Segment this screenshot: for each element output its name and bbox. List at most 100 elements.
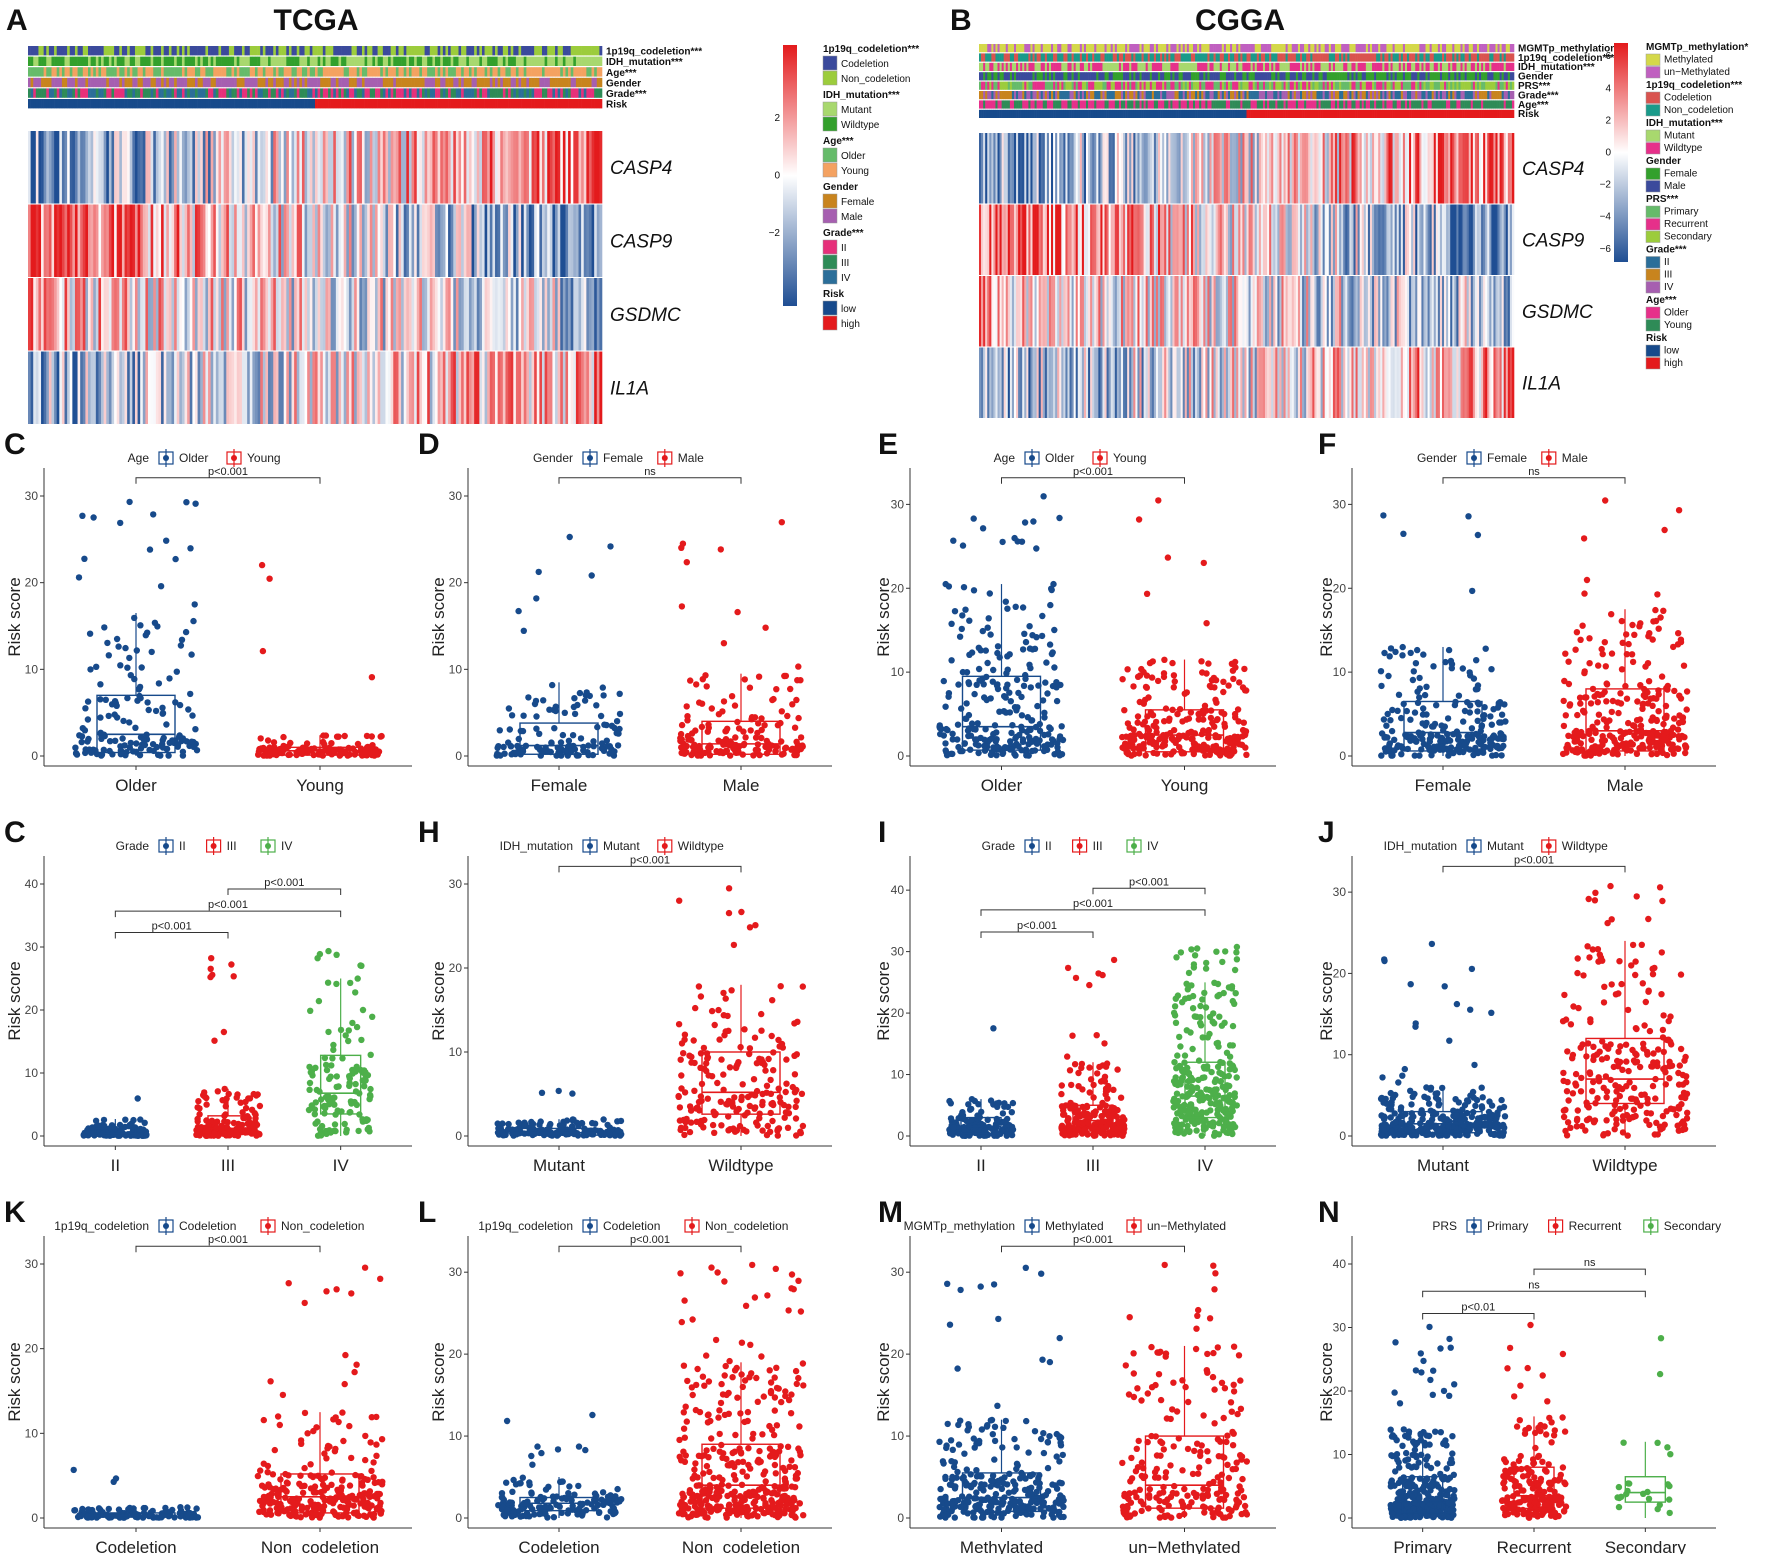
heatmap-cell: [1380, 133, 1383, 204]
heatmap-cell: [1046, 204, 1050, 275]
annotation-cell: [1094, 53, 1097, 62]
annotation-cell: [515, 77, 519, 88]
heatmap-cell: [1374, 133, 1377, 204]
annotation-cell: [106, 46, 110, 56]
heatmap-cell: [1174, 133, 1177, 204]
heatmap-cell: [1283, 204, 1286, 275]
annotation-cell: [458, 99, 462, 109]
annotation-cell: [1252, 109, 1256, 118]
heatmap-cell: [307, 278, 311, 351]
annotation-cell: [479, 77, 483, 88]
annotation-cell: [1252, 62, 1256, 71]
annotation-cell: [1388, 109, 1391, 118]
heatmap-cell: [1114, 276, 1118, 347]
annotation-cell: [1234, 100, 1237, 109]
annotation-cell: [1069, 91, 1072, 100]
heatmap-cell: [1415, 133, 1418, 204]
annotation-cell: [1092, 62, 1095, 71]
annotation-cell: [184, 77, 188, 88]
heatmap-cell: [495, 204, 498, 277]
annotation-cell: [254, 77, 258, 88]
annotation-cell: [599, 88, 603, 98]
annotation-cell: [1304, 109, 1307, 118]
annotation-cell: [1180, 72, 1184, 81]
annotation-cell: [35, 99, 39, 109]
annotation-cell: [234, 56, 238, 66]
annotation-cell: [140, 88, 144, 98]
heatmap-cell: [1123, 204, 1126, 275]
heatmap-cell: [536, 204, 540, 277]
heatmap-cell: [257, 131, 261, 204]
annotation-cell: [1075, 81, 1079, 90]
annotation-cell: [1322, 100, 1325, 109]
annotation-cell: [481, 77, 485, 88]
heatmap-cell: [1190, 276, 1194, 347]
annotation-cell: [1279, 100, 1282, 109]
heatmap-cell: [1123, 276, 1126, 347]
heatmap-cell: [544, 204, 548, 277]
annotation-cell: [1118, 44, 1122, 53]
annotation-cell: [1028, 100, 1031, 109]
annotation-label: Risk: [1518, 109, 1540, 120]
annotation-cell: [1304, 91, 1307, 100]
annotation-cell: [1429, 53, 1432, 62]
annotation-cell: [43, 67, 47, 77]
heatmap-cell: [1425, 133, 1428, 204]
heatmap-cell: [476, 351, 480, 424]
heatmap-cell: [1048, 204, 1052, 275]
annotation-cell: [375, 99, 378, 109]
annotation-cell: [241, 67, 245, 77]
annotation-cell: [1182, 91, 1186, 100]
annotation-cell: [544, 77, 548, 88]
heatmap-cell: [1318, 204, 1321, 275]
annotation-cell: [1265, 81, 1268, 90]
heatmap-cell: [557, 204, 561, 277]
annotation-cell: [458, 56, 462, 66]
heatmap-cell: [375, 131, 378, 204]
heatmap-cell: [359, 351, 363, 424]
annotation-cell: [129, 77, 133, 88]
annotation-cell: [59, 67, 63, 77]
annotation-cell: [1092, 81, 1095, 90]
annotation-cell: [1170, 44, 1173, 53]
annotation-cell: [1057, 44, 1060, 53]
annotation-cell: [1077, 100, 1081, 109]
heatmap-cell: [320, 278, 324, 351]
annotation-cell: [515, 46, 519, 56]
heatmap-cell: [453, 131, 457, 204]
annotation-cell: [1125, 81, 1128, 90]
heatmap-cell: [46, 131, 50, 204]
annotation-cell: [1423, 109, 1426, 118]
heatmap-cell: [103, 204, 107, 277]
annotation-cell: [46, 88, 50, 98]
annotation-cell: [1378, 62, 1381, 71]
heatmap-cell: [1120, 204, 1124, 275]
heatmap-cell: [1125, 133, 1128, 204]
annotation-cell: [508, 77, 511, 88]
annotation-cell: [64, 77, 68, 88]
annotation-cell: [505, 77, 509, 88]
annotation-cell: [427, 99, 431, 109]
heatmap-cell: [575, 351, 579, 424]
annotation-cell: [596, 56, 600, 66]
heatmap-cell: [1312, 204, 1315, 275]
annotation-cell: [103, 67, 107, 77]
heatmap-cell: [528, 351, 532, 424]
heatmap-cell: [481, 204, 485, 277]
annotation-cell: [90, 77, 94, 88]
annotation-cell: [1468, 62, 1472, 71]
annotation-cell: [1240, 62, 1243, 71]
heatmap-cell: [1242, 204, 1245, 275]
annotation-cell: [1479, 100, 1482, 109]
annotation-cell: [508, 99, 511, 109]
heatmap-cell: [77, 204, 81, 277]
annotation-cell: [1110, 53, 1114, 62]
annotation-cell: [1217, 91, 1221, 100]
annotation-cell: [184, 56, 188, 66]
heatmap-cell: [64, 278, 68, 351]
annotation-cell: [1242, 53, 1245, 62]
annotation-cell: [61, 56, 65, 66]
annotation-cell: [1149, 72, 1153, 81]
annotation-cell: [1232, 62, 1235, 71]
annotation-cell: [176, 88, 180, 98]
